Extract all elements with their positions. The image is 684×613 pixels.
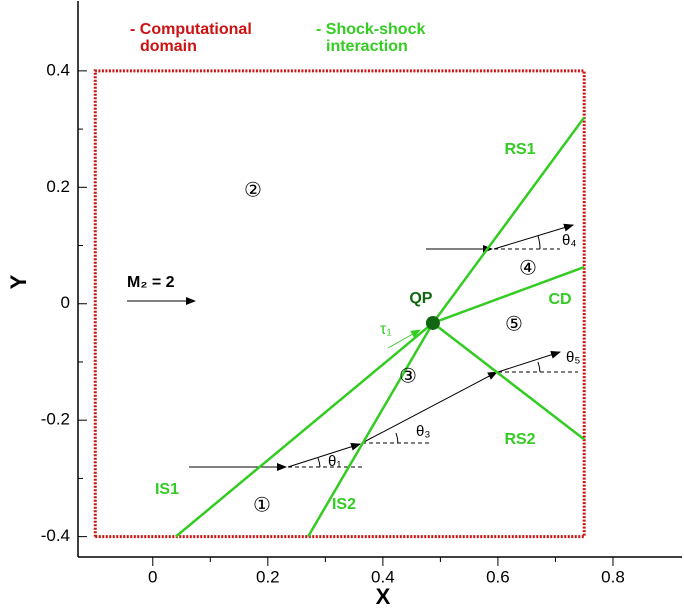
stream-arrow [361,371,498,444]
angle-label: θ₄ [562,232,576,249]
shock-line [174,321,434,538]
series-label: IS1 [155,481,179,498]
legend-text: interaction [326,38,408,55]
region-label: ④ [519,256,537,280]
shock-line [431,116,586,324]
angle-label: θ₁ [328,453,341,470]
y-tick-label: 0.4 [46,60,70,79]
mach-label: M₂ = 2 [127,274,175,291]
x-tick-label: 0.8 [601,567,625,586]
shock-line [307,322,435,538]
stream-arrow [493,223,574,250]
series-label: CD [548,291,571,308]
streamlines [127,223,578,471]
angle-arc [537,361,541,373]
y-axis-title: Y [6,274,31,289]
tangent-arrow [387,329,421,349]
angle-arc [537,235,541,250]
series-label: IS2 [332,496,356,513]
shock-line [432,265,585,325]
shock-line [432,321,585,441]
stream-arrow [287,442,361,468]
x-tick-label: 0.6 [486,567,510,586]
legend-text: - Computational [130,21,252,38]
region-label: ① [253,493,271,517]
stream-arrow [497,350,561,373]
series-label: RS2 [504,431,535,448]
legend-text: - Shock-shock [316,21,425,38]
region-label: ③ [399,364,417,388]
computational-domain [93,69,586,539]
series-label: RS1 [504,141,535,158]
region-label: ② [244,178,262,202]
y-tick-label: 0 [61,293,70,312]
tangent-label: τ₁ [380,321,392,338]
y-tick-label: -0.2 [41,410,70,429]
x-tick-label: 0 [148,567,157,586]
x-axis-title: X [376,584,391,609]
angle-label: θ₃ [416,423,430,440]
angle-arc [317,457,321,468]
legend-text: domain [140,38,197,55]
y-tick-label: -0.4 [41,526,70,545]
region-label: ⑤ [505,312,523,336]
y-tick-label: 0.2 [46,177,70,196]
angle-label: θ₅ [566,349,580,366]
angle-arc [395,432,399,444]
x-tick-label: 0.4 [371,567,395,586]
x-tick-label: 0.2 [256,567,280,586]
quadruple-point [425,315,440,330]
point-label: QP [409,290,432,307]
